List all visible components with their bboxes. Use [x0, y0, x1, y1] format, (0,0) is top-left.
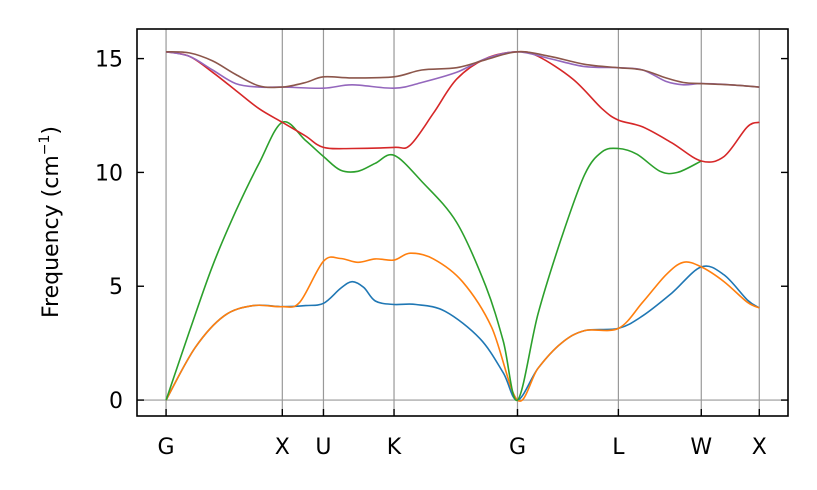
x-tick-label: X [275, 435, 290, 460]
x-tick-label: G [158, 435, 175, 460]
x-tick-label: U [315, 435, 331, 460]
y-tick-label: 10 [95, 161, 123, 186]
y-axis-label-superscript: −1 [37, 135, 53, 156]
y-axis-label-text: Frequency (cm [39, 155, 64, 318]
y-axis-label-close: ) [39, 126, 64, 135]
y-axis: 0 5 10 15 [95, 48, 788, 414]
y-tick-label: 5 [109, 275, 123, 300]
y-tick-label: 15 [95, 48, 123, 73]
plot-frame [136, 28, 789, 417]
x-tick-label: W [690, 435, 712, 460]
branch-line-2 [165, 252, 760, 402]
y-axis-label: Frequency (cm−1) [37, 126, 64, 318]
high-symmetry-gridlines [137, 29, 788, 416]
phonon-branches [165, 50, 760, 402]
branch-line-4 [165, 50, 760, 163]
branch-line-5 [165, 51, 760, 90]
branch-line-1 [165, 265, 760, 401]
branch-line-3 [165, 120, 702, 401]
x-tick-label: G [509, 435, 526, 460]
y-tick-label: 0 [109, 389, 123, 414]
x-tick-label: X [752, 435, 767, 460]
x-tick-label: L [612, 435, 625, 460]
x-tick-label: K [387, 435, 402, 460]
branch-line-6 [166, 50, 760, 89]
